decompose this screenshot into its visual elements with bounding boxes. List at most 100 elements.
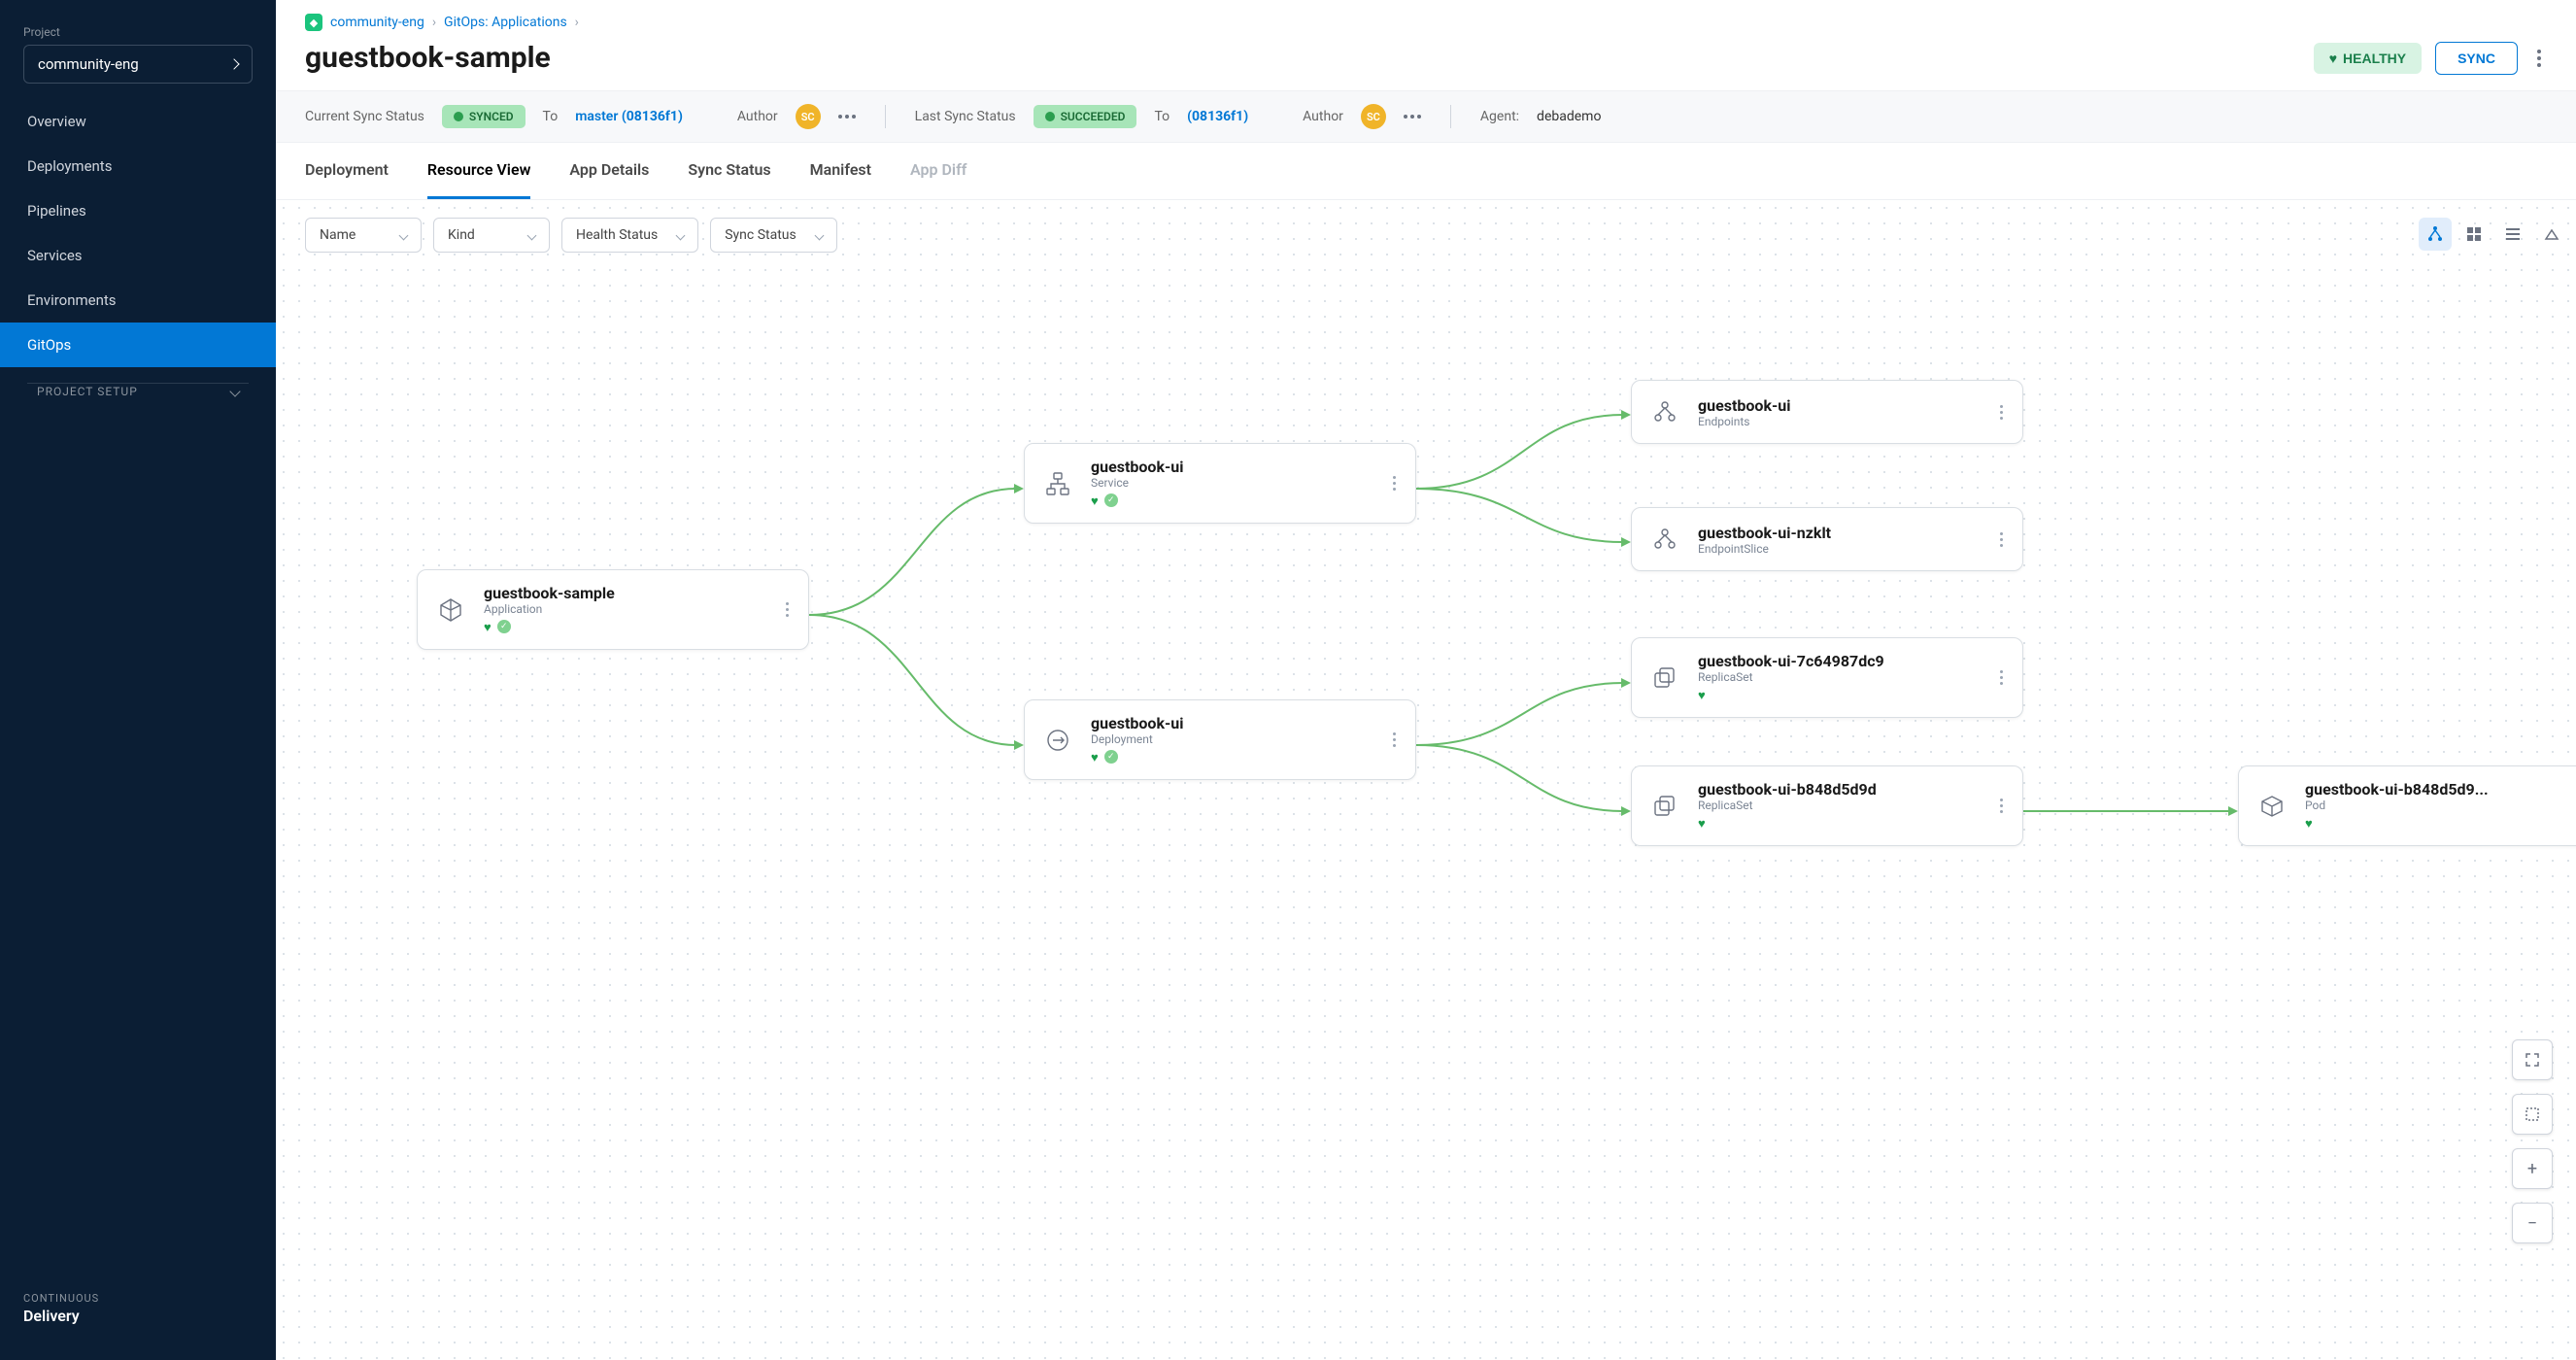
resource-tree: guestbook-sampleApplication♥✓ guestbook-u… (276, 200, 2576, 1360)
fullscreen-button[interactable] (2512, 1039, 2553, 1080)
chevron-down-icon (676, 230, 686, 240)
more-actions-button[interactable] (2531, 44, 2547, 73)
project-name: community-eng (38, 55, 139, 73)
node-endpointslice[interactable]: guestbook-ui-nzkltEndpointSlice (1631, 507, 2023, 571)
filter-health-status[interactable]: Health Status (561, 218, 698, 253)
project-setup-label: PROJECT SETUP (37, 385, 138, 398)
node-kind: EndpointSlice (1698, 542, 1981, 556)
sidebar-item-services[interactable]: Services (0, 233, 276, 278)
node-pod[interactable]: guestbook-ui-b848d5d9...Pod♥ (2238, 765, 2576, 846)
app-icon (433, 593, 468, 628)
footer-line1: CONTINUOUS (23, 1292, 253, 1305)
author-avatar[interactable]: SC (796, 104, 821, 129)
commit-hash-link[interactable]: (08136f1) (1187, 109, 1248, 124)
footer-line2: Delivery (23, 1307, 253, 1325)
node-title: guestbook-ui-7c64987dc9 (1698, 652, 1981, 670)
tab-deployment[interactable]: Deployment (305, 143, 389, 199)
node-replicaset[interactable]: guestbook-ui-b848d5d9dReplicaSet ♥ (1631, 765, 2023, 846)
node-title: guestbook-ui-b848d5d9d (1698, 780, 1981, 799)
node-menu-button[interactable] (1389, 472, 1400, 494)
to-label: To (1154, 109, 1169, 124)
node-body: guestbook-ui-b848d5d9dReplicaSet ♥ (1698, 780, 1981, 832)
heart-icon: ♥ (1091, 750, 1099, 765)
node-menu-button[interactable] (1996, 666, 2007, 689)
branch-link[interactable]: master (08136f1) (575, 109, 683, 124)
tree-view-button[interactable] (2419, 218, 2452, 251)
filter-name[interactable]: Name (305, 218, 422, 253)
healthy-badge-button[interactable]: ♥ HEALTHY (2314, 43, 2422, 74)
tab-app-details[interactable]: App Details (569, 143, 649, 199)
ep-icon (1647, 394, 1682, 429)
sidebar-item-overview[interactable]: Overview (0, 99, 276, 144)
breadcrumb-link[interactable]: community-eng (330, 15, 424, 30)
author-avatar[interactable]: SC (1361, 104, 1386, 129)
separator (1450, 105, 1451, 128)
current-sync-label: Current Sync Status (305, 109, 424, 124)
node-menu-button[interactable] (1996, 401, 2007, 424)
node-service[interactable]: guestbook-uiService♥✓ (1024, 443, 1416, 524)
branch-name: master (575, 109, 618, 124)
check-icon: ✓ (497, 620, 511, 633)
node-replicaset[interactable]: guestbook-ui-7c64987dc9ReplicaSet♥ (1631, 637, 2023, 718)
last-sync-label: Last Sync Status (915, 109, 1016, 124)
dep-icon (1040, 723, 1075, 758)
grid-view-button[interactable] (2457, 218, 2491, 251)
heart-icon: ♥ (1091, 493, 1099, 509)
healthy-label: HEALTHY (2343, 51, 2406, 66)
node-body: guestbook-ui-nzkltEndpointSlice (1698, 524, 1981, 556)
node-kind: Endpoints (1698, 415, 1981, 428)
sidebar-item-environments[interactable]: Environments (0, 278, 276, 323)
node-body: guestbook-uiDeployment♥✓ (1091, 714, 1373, 765)
chevron-down-icon (229, 386, 240, 396)
node-deployment[interactable]: guestbook-uiDeployment♥✓ (1024, 699, 1416, 780)
node-body: guestbook-ui-7c64987dc9ReplicaSet♥ (1698, 652, 1981, 703)
status-bar: Current Sync Status SYNCED To master (08… (276, 90, 2576, 143)
fit-button[interactable] (2512, 1094, 2553, 1135)
node-body: guestbook-uiEndpoints (1698, 396, 1981, 428)
chevron-down-icon (527, 230, 537, 240)
resource-canvas[interactable]: Name Kind Health Status Sync Status guestbo… (276, 200, 2576, 1360)
filter-label: Sync Status (725, 227, 797, 243)
sidebar-item-pipelines[interactable]: Pipelines (0, 188, 276, 233)
tab-resource-view[interactable]: Resource View (427, 143, 531, 199)
svc-icon (1040, 466, 1075, 501)
node-application[interactable]: guestbook-sampleApplication♥✓ (417, 569, 809, 650)
succeeded-badge: SUCCEEDED (1034, 105, 1137, 128)
author-label: Author (1303, 109, 1343, 124)
sidebar-item-deployments[interactable]: Deployments (0, 144, 276, 188)
sidebar-item-gitops[interactable]: GitOps (0, 323, 276, 367)
node-menu-button[interactable] (1389, 729, 1400, 751)
heart-icon: ♥ (1698, 688, 1706, 703)
to-label: To (543, 109, 559, 124)
project-icon: ◆ (305, 14, 322, 31)
node-menu-button[interactable] (1996, 528, 2007, 551)
list-view-button[interactable] (2496, 218, 2529, 251)
filter-kind[interactable]: Kind (433, 218, 550, 253)
pod-icon (2254, 789, 2289, 824)
heart-icon: ♥ (1698, 816, 1706, 832)
zoom-out-button[interactable]: − (2512, 1203, 2553, 1243)
branch-hash: (08136f1) (622, 109, 683, 124)
project-label: Project (0, 16, 276, 45)
project-setup-toggle[interactable]: PROJECT SETUP (10, 367, 266, 416)
zoom-in-button[interactable]: + (2512, 1148, 2553, 1189)
tab-manifest[interactable]: Manifest (810, 143, 871, 199)
breadcrumb-link[interactable]: GitOps: Applications (444, 15, 567, 30)
separator (885, 105, 886, 128)
more-icon[interactable] (1404, 115, 1421, 119)
node-endpoints[interactable]: guestbook-uiEndpoints (1631, 380, 2023, 444)
node-kind: ReplicaSet (1698, 799, 1981, 812)
project-selector[interactable]: community-eng (23, 45, 253, 84)
heart-icon: ♥ (2329, 51, 2337, 66)
node-menu-button[interactable] (782, 598, 793, 621)
network-view-button[interactable] (2535, 218, 2568, 251)
tab-sync-status[interactable]: Sync Status (688, 143, 770, 199)
node-title: guestbook-ui-b848d5d9... (2305, 780, 2576, 799)
node-body: guestbook-sampleApplication♥✓ (484, 584, 766, 635)
filter-label: Health Status (576, 227, 658, 243)
sync-button[interactable]: SYNC (2435, 42, 2518, 75)
node-menu-button[interactable] (1996, 795, 2007, 817)
node-title: guestbook-ui (1091, 458, 1373, 476)
filter-sync-status[interactable]: Sync Status (710, 218, 837, 253)
more-icon[interactable] (838, 115, 856, 119)
